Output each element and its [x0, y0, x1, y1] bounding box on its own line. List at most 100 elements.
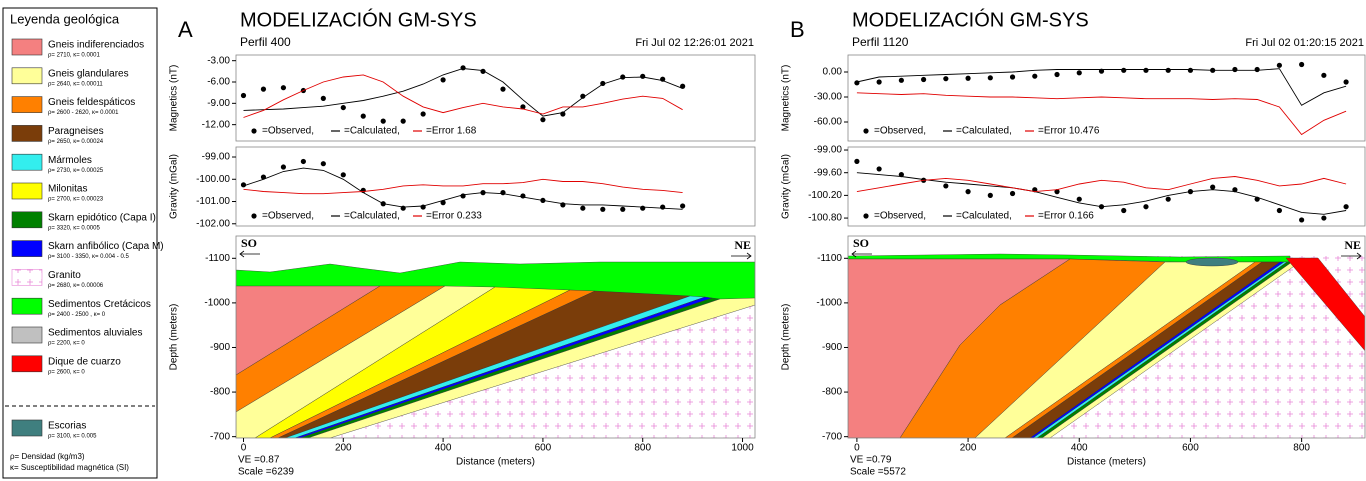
panel-title: MODELIZACIÓN GM-SYS	[240, 8, 477, 31]
y-tick-label: -30.00	[814, 92, 843, 103]
observed-point	[1321, 73, 1326, 78]
legend-swatch	[12, 356, 42, 372]
direction-left: SO	[241, 236, 257, 250]
legend-swatch	[12, 420, 42, 436]
observed-point	[1166, 68, 1171, 73]
observed-point	[877, 79, 882, 84]
legend-item-name: Dique de cuarzo	[48, 356, 121, 367]
observed-point	[1299, 217, 1304, 222]
y-axis-label: Gravity (mGal)	[781, 154, 792, 219]
observed-point	[1277, 208, 1282, 213]
panel-letter: B	[790, 17, 805, 42]
legend-item-name: Skarn anfibólico (Capa M)	[48, 241, 164, 252]
observed-point	[421, 111, 426, 116]
section-b-geology	[848, 254, 1366, 440]
y-tick-label: -100.20	[808, 190, 842, 201]
legend-item-props: ρ= 2200, κ= 0	[48, 341, 85, 347]
observed-point	[580, 206, 585, 211]
observed-point	[680, 203, 685, 208]
observed-point	[341, 105, 346, 110]
legend-item-name: Paragneises	[48, 126, 104, 137]
legend-item-name: Granito	[48, 270, 81, 281]
y-tick-label: -99.60	[814, 167, 843, 178]
panel-title: MODELIZACIÓN GM-SYS	[852, 8, 1089, 31]
panel-date: Fri Jul 02 12:26:01 2021	[635, 37, 754, 49]
y-axis-label: Magnetics (nT)	[781, 65, 792, 132]
observed-point	[401, 118, 406, 123]
legend-item-props: ρ= 2600 - 2620, κ= 0.0001	[48, 110, 119, 116]
observed-point	[281, 164, 286, 169]
y-tick-label: -99.00	[814, 145, 843, 156]
x-tick-label: 800	[1293, 443, 1310, 454]
legend-swatch	[12, 68, 42, 84]
x-tick-label: 1000	[731, 443, 754, 454]
y-tick-label: -3.00	[207, 55, 230, 66]
y-tick-label: 0.00	[823, 67, 843, 78]
legend-item-props: ρ= 2680, κ= 0.00006	[48, 283, 104, 289]
y-tick-label: -101.00	[196, 196, 230, 207]
observed-point	[241, 93, 246, 98]
y-tick-label: -99.00	[202, 152, 231, 163]
legend-label: =Observed,	[874, 126, 926, 137]
x-tick-label: 200	[960, 443, 977, 454]
observed-point	[854, 80, 859, 85]
observed-point	[441, 77, 446, 82]
observed-point	[1010, 191, 1015, 196]
observed-point	[281, 85, 286, 90]
observed-point	[1121, 68, 1126, 73]
legend-item-name: Escorias	[48, 421, 86, 432]
legend-note: ρ= Densidad (kg/m3)	[10, 452, 85, 461]
observed-point	[1166, 197, 1171, 202]
observed-point	[854, 159, 859, 164]
observed-point	[1077, 197, 1082, 202]
y-tick-label: -900	[210, 342, 230, 353]
legend-item-name: Sedimentos aluviales	[48, 328, 143, 339]
observed-point	[1077, 70, 1082, 75]
observed-point	[1054, 72, 1059, 77]
legend-swatch	[12, 125, 42, 141]
panel-date: Fri Jul 02 01:20:15 2021	[1245, 37, 1364, 49]
x-tick-label: 800	[634, 443, 651, 454]
x-tick-label: 0	[241, 443, 247, 454]
ve-label: VE =0.79	[850, 455, 892, 466]
legend-title: Leyenda geológica	[10, 11, 120, 26]
panel-profile: Perfil 1120	[852, 35, 909, 49]
y-tick-label: -1100	[817, 253, 842, 264]
scale-label: Scale =6239	[238, 467, 294, 478]
figure: Leyenda geológica Gneis indiferenciadosρ…	[0, 0, 1366, 481]
y-tick-label: -6.00	[207, 77, 230, 88]
direction-right: NE	[734, 238, 751, 252]
x-axis-label: Distance (meters)	[1067, 457, 1146, 468]
y-tick-label: -9.00	[207, 98, 230, 109]
observed-point	[988, 75, 993, 80]
legend-item-name: Milonitas	[48, 184, 87, 195]
observed-point	[600, 207, 605, 212]
legend-item-props: ρ= 2640, κ= 0.00011	[48, 81, 103, 87]
legend-item-props: ρ= 3100, κ= 0.005	[48, 434, 97, 440]
observed-point	[1321, 215, 1326, 220]
legend-label: =Calculated,	[956, 211, 1012, 222]
x-tick-label: 600	[535, 443, 552, 454]
legend-swatch	[12, 39, 42, 55]
observed-point	[301, 159, 306, 164]
observed-point	[620, 207, 625, 212]
observed-point	[460, 65, 465, 70]
observed-point	[381, 118, 386, 123]
panel-profile: Perfil 400	[240, 35, 291, 49]
legend-marker	[863, 128, 868, 133]
observed-point	[460, 193, 465, 198]
observed-point	[1343, 204, 1348, 209]
legend-item-name: Sedimentos Cretácicos	[48, 299, 151, 310]
observed-point	[321, 161, 326, 166]
observed-point	[1277, 63, 1282, 68]
legend-item-name: Skarn epidótico (Capa I)	[48, 212, 156, 223]
y-tick-label: -100.00	[196, 174, 230, 185]
observed-point	[640, 206, 645, 211]
ve-label: VE =0.87	[238, 455, 280, 466]
legend-item-props: ρ= 2400 - 2500 , κ= 0	[48, 312, 106, 318]
observed-point	[965, 76, 970, 81]
legend-item-props: ρ= 2730, κ= 0.00025	[48, 168, 104, 174]
y-axis-label: Gravity (mGal)	[169, 154, 180, 219]
x-tick-label: 600	[1182, 443, 1199, 454]
legend-label: =Observed,	[262, 211, 314, 222]
